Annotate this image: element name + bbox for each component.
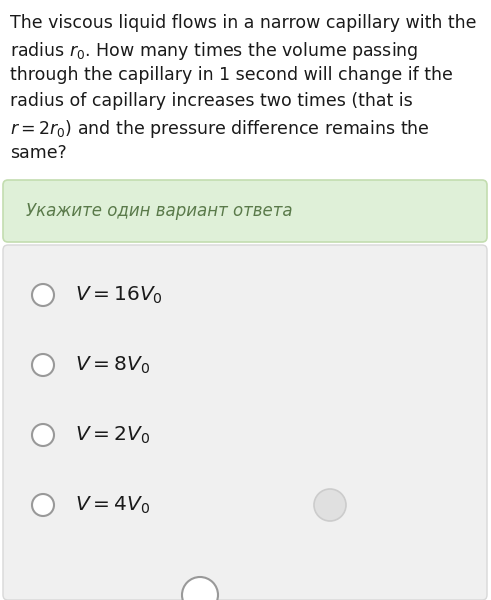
Text: same?: same? xyxy=(10,144,67,162)
Text: $V = 2V_0$: $V = 2V_0$ xyxy=(75,424,150,446)
Circle shape xyxy=(32,354,54,376)
Circle shape xyxy=(32,284,54,306)
Text: radius of capillary increases two times (that is: radius of capillary increases two times … xyxy=(10,92,413,110)
Text: $r = 2r_0$) and the pressure difference remains the: $r = 2r_0$) and the pressure difference … xyxy=(10,118,430,140)
Text: The viscous liquid flows in a narrow capillary with the: The viscous liquid flows in a narrow cap… xyxy=(10,14,476,32)
Text: $V = 8V_0$: $V = 8V_0$ xyxy=(75,355,150,376)
Text: $V = 4V_0$: $V = 4V_0$ xyxy=(75,494,150,515)
Circle shape xyxy=(314,489,346,521)
Text: Укажите один вариант ответа: Укажите один вариант ответа xyxy=(26,202,293,220)
Text: through the capillary in 1 second will change if the: through the capillary in 1 second will c… xyxy=(10,66,453,84)
FancyBboxPatch shape xyxy=(3,245,487,600)
Circle shape xyxy=(32,494,54,516)
FancyBboxPatch shape xyxy=(3,180,487,242)
Circle shape xyxy=(32,424,54,446)
Text: $V = 16V_0$: $V = 16V_0$ xyxy=(75,284,163,305)
Text: radius $r_0$. How many times the volume passing: radius $r_0$. How many times the volume … xyxy=(10,40,418,62)
Circle shape xyxy=(182,577,218,600)
